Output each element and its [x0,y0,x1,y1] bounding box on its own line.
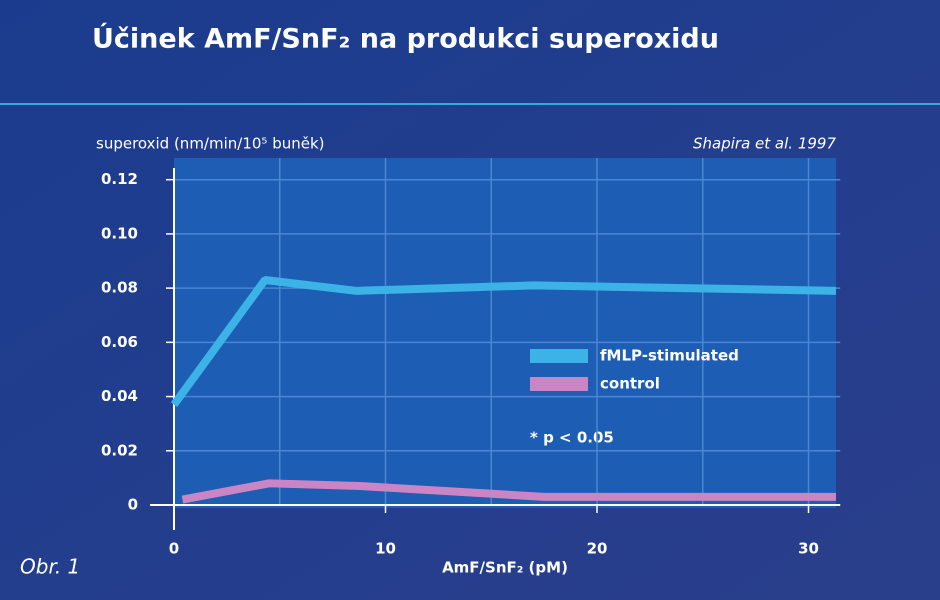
x-axis-label: AmF/SnF₂ (pM) [442,559,568,577]
chart-title: Účinek AmF/SnF₂ na produkci superoxidu [92,23,719,55]
y-tick-label: 0.10 [101,224,138,242]
x-tick-label: 20 [587,540,608,558]
y-tick-label: 0.08 [101,279,138,297]
annotation: * p < 0.05 [530,429,614,447]
y-axis-label: superoxid (nm/min/10⁵ buněk) [96,135,325,153]
data-line [170,276,837,408]
x-tick-label: 30 [798,540,819,558]
legend-swatch [530,349,588,363]
x-tick-label: 0 [169,540,179,558]
plot-area [174,158,836,508]
y-tick-label: 0 [128,496,138,514]
y-tick-label: 0.04 [101,387,138,405]
legend-swatch [530,377,588,391]
x-tick-label: 10 [375,540,396,558]
legend-label: fMLP-stimulated [600,347,739,365]
y-tick-label: 0.02 [101,441,138,459]
legend-label: control [600,375,660,393]
y-tick-label: 0.12 [101,170,138,188]
data-line [181,479,836,504]
source: Shapira et al. 1997 [693,135,836,153]
y-tick-label: 0.06 [101,333,138,351]
figure-label: Obr. 1 [20,555,80,579]
